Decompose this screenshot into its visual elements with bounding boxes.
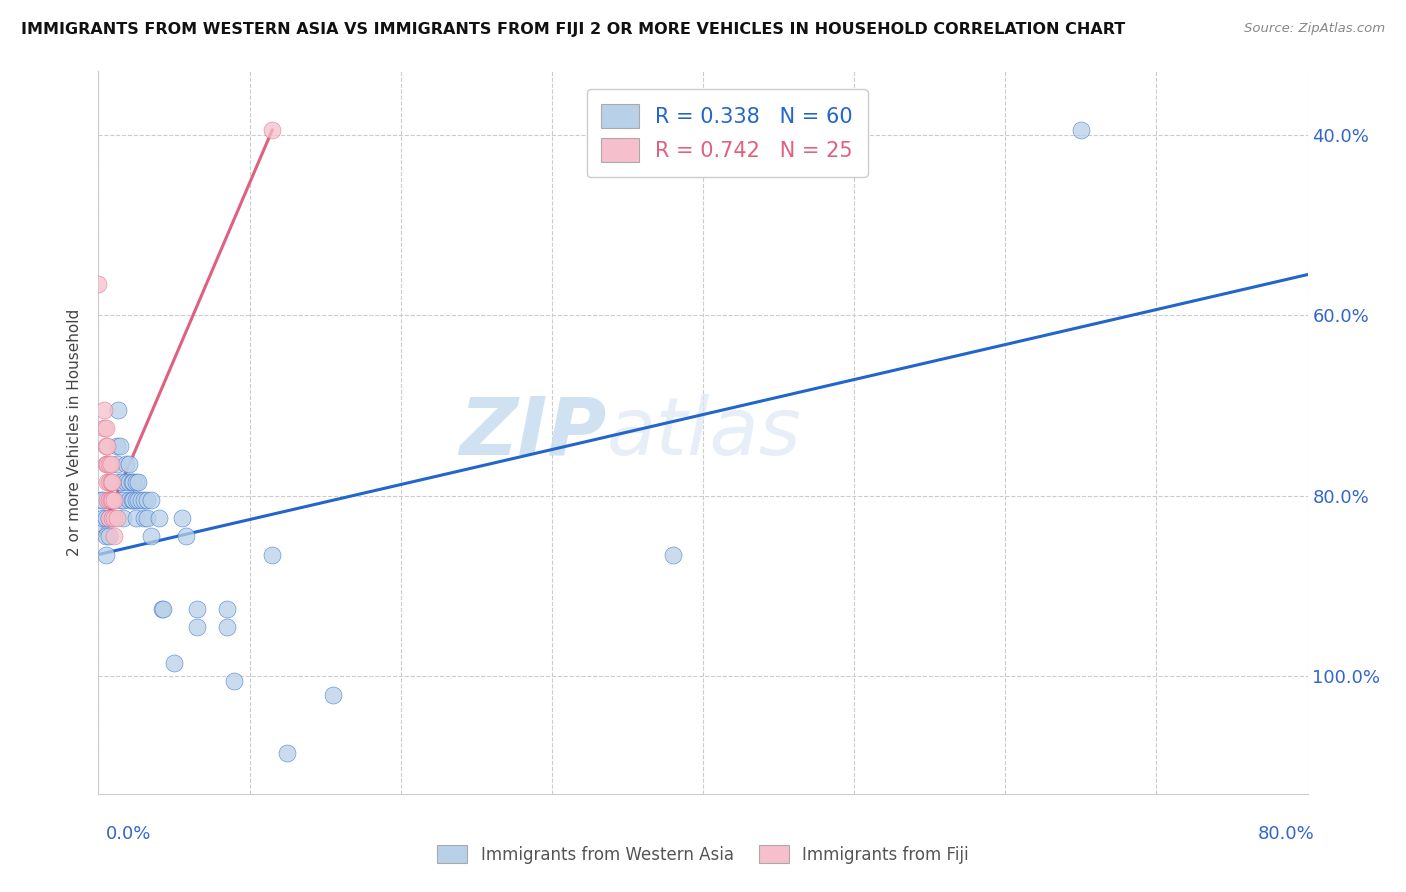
Point	[108, 439, 131, 453]
Point	[110, 493, 132, 508]
Point	[118, 493, 141, 508]
Point	[174, 529, 197, 543]
Text: IMMIGRANTS FROM WESTERN ASIA VS IMMIGRANTS FROM FIJI 2 OR MORE VEHICLES IN HOUSE: IMMIGRANTS FROM WESTERN ASIA VS IMMIGRAN…	[21, 22, 1125, 37]
Y-axis label: 2 or more Vehicles in Household: 2 or more Vehicles in Household	[67, 309, 83, 557]
Point	[101, 493, 124, 508]
Point	[98, 511, 121, 525]
Point	[100, 475, 122, 490]
Point	[276, 746, 298, 760]
Point	[215, 620, 238, 634]
Text: atlas: atlas	[606, 393, 801, 472]
Point	[91, 493, 114, 508]
Point	[98, 529, 121, 543]
Point	[94, 529, 117, 543]
Point	[87, 277, 110, 291]
Point	[103, 529, 125, 543]
Point	[141, 493, 163, 508]
Point	[103, 511, 125, 525]
Point	[121, 493, 143, 508]
Point	[125, 475, 148, 490]
Point	[93, 403, 115, 417]
Point	[98, 493, 121, 508]
Point	[90, 516, 112, 530]
Point	[96, 493, 118, 508]
Point	[107, 403, 129, 417]
Point	[262, 123, 284, 137]
Point	[224, 673, 246, 688]
Point	[96, 439, 118, 453]
Point	[1070, 123, 1092, 137]
Point	[121, 475, 143, 490]
Point	[101, 493, 124, 508]
Point	[108, 475, 131, 490]
Point	[152, 601, 174, 615]
Point	[100, 493, 122, 508]
Legend: Immigrants from Western Asia, Immigrants from Fiji: Immigrants from Western Asia, Immigrants…	[430, 838, 976, 871]
Point	[101, 511, 124, 525]
Point	[96, 475, 118, 490]
Point	[90, 493, 112, 508]
Point	[100, 475, 122, 490]
Point	[132, 493, 155, 508]
Point	[186, 601, 208, 615]
Point	[322, 688, 344, 702]
Point	[148, 511, 170, 525]
Point	[125, 493, 148, 508]
Point	[105, 457, 128, 471]
Point	[110, 475, 132, 490]
Point	[98, 457, 121, 471]
Point	[94, 457, 117, 471]
Point	[94, 439, 117, 453]
Point	[127, 493, 149, 508]
Point	[141, 529, 163, 543]
Text: ZIP: ZIP	[458, 393, 606, 472]
Point	[94, 511, 117, 525]
Point	[150, 601, 173, 615]
Point	[114, 457, 136, 471]
Point	[118, 457, 141, 471]
Point	[163, 656, 186, 670]
Point	[98, 475, 121, 490]
Point	[101, 511, 124, 525]
Point	[661, 548, 683, 562]
Point	[94, 421, 117, 435]
Point	[111, 493, 134, 508]
Point	[105, 511, 128, 525]
Point	[135, 511, 157, 525]
Point	[114, 475, 136, 490]
Point	[215, 601, 238, 615]
Point	[122, 493, 145, 508]
Point	[100, 457, 122, 471]
Point	[170, 511, 193, 525]
Point	[111, 511, 134, 525]
Text: 0.0%: 0.0%	[105, 825, 150, 843]
Point	[91, 511, 114, 525]
Point	[132, 511, 155, 525]
Text: 80.0%: 80.0%	[1258, 825, 1315, 843]
Point	[96, 457, 118, 471]
Point	[125, 511, 148, 525]
Point	[93, 421, 115, 435]
Point	[129, 493, 152, 508]
Text: Source: ZipAtlas.com: Source: ZipAtlas.com	[1244, 22, 1385, 36]
Point	[100, 493, 122, 508]
Point	[186, 620, 208, 634]
Point	[118, 475, 141, 490]
Point	[98, 493, 121, 508]
Point	[127, 475, 149, 490]
Point	[103, 493, 125, 508]
Point	[98, 511, 121, 525]
Point	[122, 475, 145, 490]
Legend: R = 0.338   N = 60, R = 0.742   N = 25: R = 0.338 N = 60, R = 0.742 N = 25	[586, 89, 868, 177]
Point	[135, 493, 157, 508]
Point	[262, 548, 284, 562]
Point	[101, 475, 124, 490]
Point	[105, 439, 128, 453]
Point	[94, 548, 117, 562]
